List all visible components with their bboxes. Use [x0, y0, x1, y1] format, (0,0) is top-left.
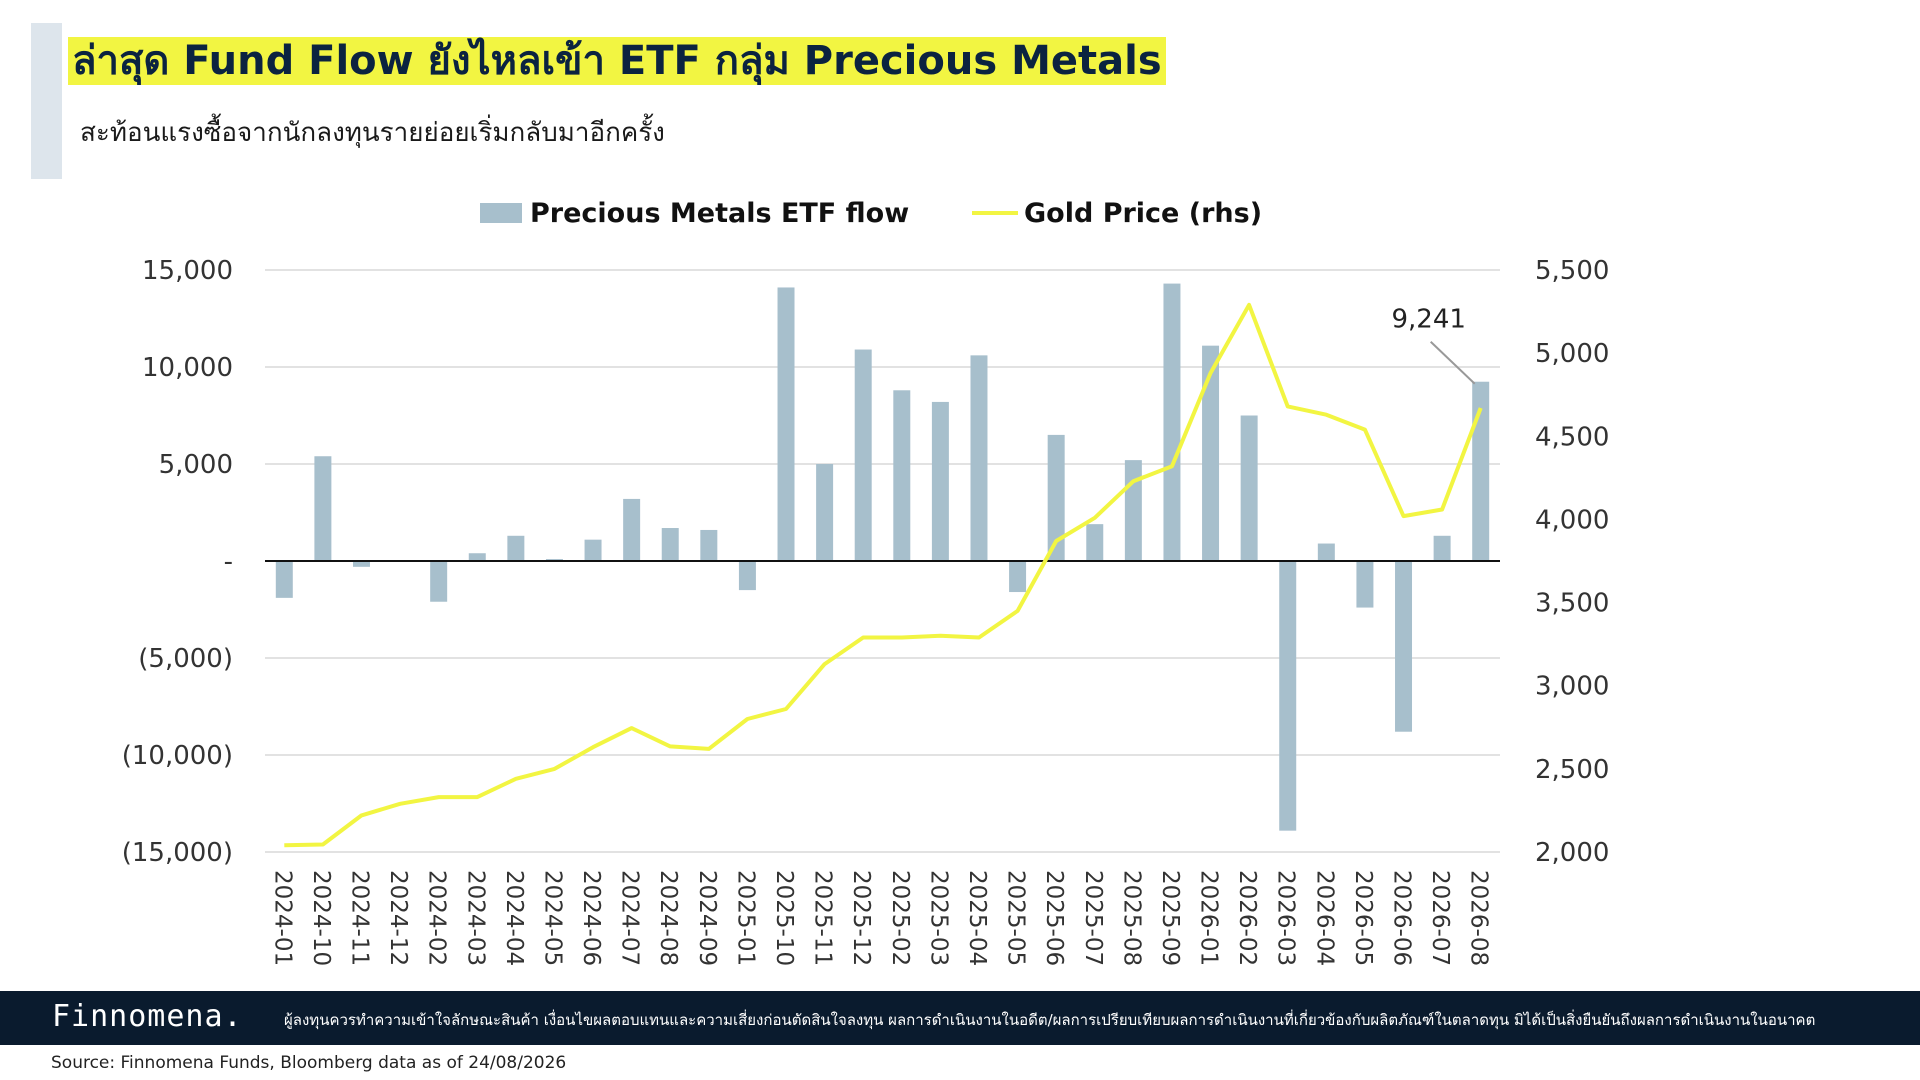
etf-flow-bar — [1124, 460, 1142, 561]
etf-flow-bar — [314, 456, 332, 561]
etf-flow-bar — [931, 401, 949, 561]
x-axis-tick-label: 2026-05 — [1350, 870, 1376, 966]
page-subtitle: สะท้อนแรงซื้อจากนักลงทุนรายย่อยเริ่มกลับ… — [80, 118, 665, 148]
x-axis-tick-label: 2025-03 — [925, 870, 951, 966]
x-axis-tick-label: 2025-11 — [810, 870, 836, 966]
right-axis-tick-label: 4,500 — [1535, 422, 1609, 452]
left-axis-tick-label: 10,000 — [142, 353, 233, 383]
etf-flow-bar — [1433, 535, 1451, 561]
etf-flow-bar — [1356, 561, 1374, 608]
etf-flow-bar — [584, 539, 602, 561]
x-axis-tick-label: 2025-01 — [732, 870, 758, 966]
etf-flow-bar — [893, 390, 911, 561]
x-axis-tick-label: 2024-04 — [501, 870, 527, 966]
x-axis-tick-label: 2026-01 — [1196, 870, 1222, 966]
x-axis-tick-label: 2026-07 — [1427, 870, 1453, 966]
x-axis-tick-label: 2024-11 — [346, 870, 372, 966]
etf-flow-bar — [777, 287, 795, 561]
right-axis-tick-label: 5,000 — [1535, 339, 1609, 369]
x-axis-tick-label: 2025-12 — [848, 870, 874, 966]
title-accent-bar — [31, 23, 62, 179]
etf-flow-bar — [1086, 524, 1104, 561]
annotation-label: 9,241 — [1391, 305, 1465, 335]
page-title: ล่าสุด Fund Flow ยังไหลเข้า ETF กลุ่ม Pr… — [68, 37, 1166, 85]
etf-flow-bar — [623, 498, 641, 561]
etf-flow-bar — [1279, 561, 1297, 831]
annotation-leader-line — [1430, 341, 1476, 385]
x-axis-tick-label: 2024-06 — [578, 870, 604, 966]
right-axis-tick-label: 2,500 — [1535, 755, 1609, 785]
x-axis-tick-label: 2025-05 — [1003, 870, 1029, 966]
x-axis-tick-label: 2026-08 — [1466, 870, 1492, 966]
etf-flow-bar — [1163, 283, 1181, 561]
x-axis-tick-label: 2024-07 — [617, 870, 643, 966]
x-axis-tick-label: 2026-06 — [1389, 870, 1415, 966]
etf-flow-bar — [507, 535, 525, 561]
left-axis-tick-label: (10,000) — [122, 741, 233, 771]
left-axis-tick-label: - — [224, 547, 233, 577]
etf-flow-bar — [816, 464, 834, 561]
right-axis-tick-label: 2,000 — [1535, 838, 1609, 868]
etf-flow-bar — [352, 561, 370, 567]
etf-flow-bar — [1317, 543, 1335, 561]
legend-label-gold-price: Gold Price (rhs) — [1024, 198, 1262, 229]
x-axis-tick-label: 2024-10 — [308, 870, 334, 966]
x-axis-tick-label: 2025-08 — [1118, 870, 1144, 966]
x-axis-tick-label: 2024-12 — [385, 870, 411, 966]
right-axis-tick-label: 5,500 — [1535, 256, 1609, 286]
etf-flow-bar — [854, 349, 872, 561]
fund-flow-chart: Precious Metals ETF flow Gold Price (rhs… — [122, 198, 1610, 966]
x-axis-tick-label: 2024-05 — [539, 870, 565, 966]
x-axis-tick-label: 2024-09 — [694, 870, 720, 966]
left-axis-tick-label: (15,000) — [122, 838, 233, 868]
legend-label-etf-flow: Precious Metals ETF flow — [530, 198, 909, 229]
etf-flow-bar — [1240, 415, 1258, 561]
etf-flow-bar — [468, 553, 486, 561]
right-axis-tick-label: 3,500 — [1535, 589, 1609, 619]
etf-flow-bar — [1009, 561, 1027, 593]
x-axis-tick-label: 2026-03 — [1273, 870, 1299, 966]
etf-flow-bar — [1395, 561, 1413, 732]
x-axis-tick-label: 2024-02 — [424, 870, 450, 966]
left-axis-tick-label: 15,000 — [142, 256, 233, 286]
finnomena-logo: Finnomena. — [52, 999, 243, 1034]
etf-flow-bar — [661, 528, 679, 561]
etf-flow-bar — [275, 561, 293, 598]
x-axis-tick-label: 2025-02 — [887, 870, 913, 966]
source-note: Source: Finnomena Funds, Bloomberg data … — [51, 1053, 567, 1073]
x-axis-tick-label: 2024-08 — [655, 870, 681, 966]
x-axis-tick-label: 2024-03 — [462, 870, 488, 966]
etf-flow-bar — [430, 561, 448, 602]
chart-legend: Precious Metals ETF flow Gold Price (rhs… — [480, 198, 1262, 229]
right-axis-tick-label: 3,000 — [1535, 672, 1609, 702]
x-axis-tick-label: 2025-06 — [1041, 870, 1067, 966]
etf-flow-bar — [970, 355, 988, 561]
disclaimer-text: ผู้ลงทุนควรทำความเข้าใจลักษณะสินค้า เงื่… — [284, 1011, 1816, 1029]
left-axis-tick-label: 5,000 — [159, 450, 233, 480]
legend-swatch-etf-flow — [480, 203, 522, 223]
etf-flow-bar — [1047, 434, 1065, 561]
x-axis-tick-label: 2025-04 — [964, 870, 990, 966]
etf-flow-bar — [1472, 381, 1490, 561]
left-axis-tick-label: (5,000) — [138, 644, 233, 674]
right-axis-tick-label: 4,000 — [1535, 505, 1609, 535]
etf-flow-bar — [738, 561, 756, 591]
x-axis-tick-label: 2026-04 — [1311, 870, 1337, 966]
x-axis-tick-label: 2025-10 — [771, 870, 797, 966]
x-axis-tick-label: 2025-07 — [1080, 870, 1106, 966]
gold-price-line — [284, 302, 1483, 848]
x-axis-tick-label: 2026-02 — [1234, 870, 1260, 966]
etf-flow-bar — [700, 529, 718, 561]
footer-bar: Finnomena. ผู้ลงทุนควรทำความเข้าใจลักษณะ… — [0, 991, 1920, 1045]
x-axis-tick-label: 2024-01 — [269, 870, 295, 966]
x-axis-tick-label: 2025-09 — [1157, 870, 1183, 966]
etf-flow-bar — [1202, 345, 1220, 561]
